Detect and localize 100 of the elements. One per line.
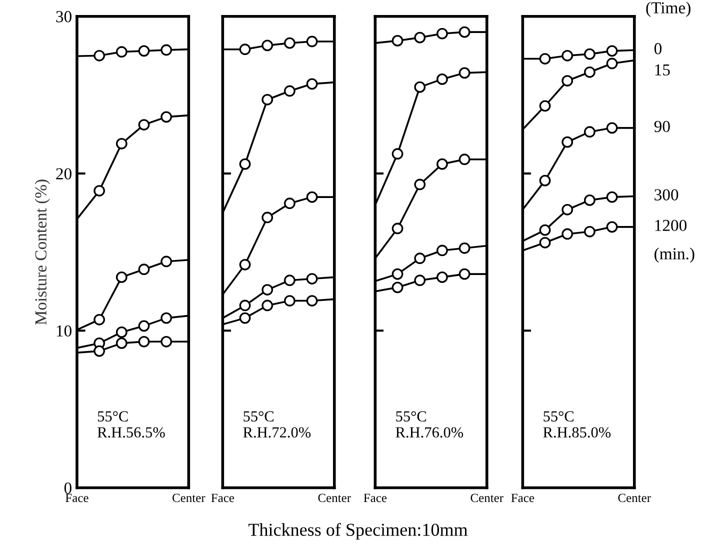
y-tick-label: 0 [64, 482, 72, 494]
point [584, 48, 596, 60]
point [414, 274, 426, 286]
point [584, 226, 596, 238]
point [306, 36, 318, 48]
point [562, 228, 574, 240]
point [94, 185, 106, 196]
point [606, 191, 618, 203]
point [562, 136, 574, 148]
point [562, 204, 574, 216]
annotation: 55°C R.H.76.0% [396, 411, 464, 438]
point [606, 122, 618, 134]
x-tick-label: Center [618, 494, 651, 502]
x-tick-label: Face [364, 494, 387, 502]
point [436, 158, 448, 170]
point [116, 46, 128, 58]
point [262, 300, 274, 312]
point [284, 295, 296, 306]
point [116, 272, 128, 283]
point [458, 268, 470, 280]
point [392, 268, 404, 280]
series-label: 1200 [655, 220, 687, 232]
point [284, 274, 296, 286]
point [436, 244, 448, 256]
point [392, 222, 404, 234]
point [116, 326, 128, 338]
series-label: 15 [655, 64, 670, 76]
point [138, 336, 150, 348]
point [584, 194, 596, 206]
point [436, 28, 448, 40]
point [458, 154, 470, 166]
point [160, 111, 172, 123]
x-axis-title: Thickness of Specimen:10mm [248, 522, 468, 540]
annotation: 55°C R.H.85.0% [543, 411, 611, 438]
point [584, 126, 596, 138]
point [262, 284, 274, 296]
series-label: 0 [654, 43, 662, 54]
series-label: 300 [654, 189, 678, 200]
point [436, 74, 448, 85]
point [458, 67, 470, 79]
point [262, 40, 274, 52]
point [94, 50, 106, 62]
point [539, 236, 551, 248]
y-tick-label: 30 [56, 11, 72, 22]
x-tick-label: Face [511, 494, 534, 502]
y-tick-label: 10 [56, 325, 72, 337]
point [458, 242, 470, 254]
point [239, 158, 251, 170]
y-tick-label: 20 [56, 168, 72, 180]
point [436, 272, 448, 283]
point [94, 345, 106, 357]
x-tick-label: Center [318, 494, 351, 502]
point [414, 32, 426, 44]
point [284, 37, 296, 49]
point [306, 273, 318, 284]
point [160, 44, 172, 56]
point [239, 312, 251, 324]
series-label: 90 [654, 120, 670, 132]
point [606, 221, 618, 233]
point [138, 320, 150, 332]
y-axis-title: Moisture Content (%) [34, 180, 50, 325]
point [160, 312, 172, 324]
point [239, 44, 251, 56]
point [606, 45, 618, 57]
point [239, 258, 251, 270]
point [284, 85, 296, 97]
text: (min.) [654, 248, 694, 263]
x-tick-label: Center [172, 494, 206, 502]
point [414, 81, 426, 93]
point [562, 75, 574, 86]
point [262, 212, 274, 224]
point [160, 336, 172, 348]
point [94, 314, 106, 326]
point [116, 138, 128, 150]
x-tick-label: Center [470, 494, 504, 502]
legend-title: (Time) [646, 2, 690, 17]
point [392, 35, 404, 46]
point [414, 252, 426, 264]
point [584, 66, 596, 78]
point [539, 224, 551, 236]
annotation: 55°C R.H.56.5% [98, 411, 165, 438]
point [306, 78, 318, 90]
point [116, 338, 128, 349]
x-tick-label: Face [66, 494, 88, 502]
point [239, 300, 251, 312]
point [414, 178, 426, 190]
point [539, 174, 551, 186]
point [138, 45, 150, 57]
point [392, 148, 404, 160]
point [160, 256, 172, 268]
x-tick-label: Face [211, 494, 234, 502]
point [539, 100, 551, 112]
point [306, 191, 318, 203]
point [458, 26, 470, 38]
point [392, 282, 404, 294]
point [539, 53, 551, 64]
point [306, 295, 318, 306]
point [284, 198, 296, 210]
point [262, 94, 274, 106]
annotation: 55°C R.H.72.0% [243, 411, 311, 438]
